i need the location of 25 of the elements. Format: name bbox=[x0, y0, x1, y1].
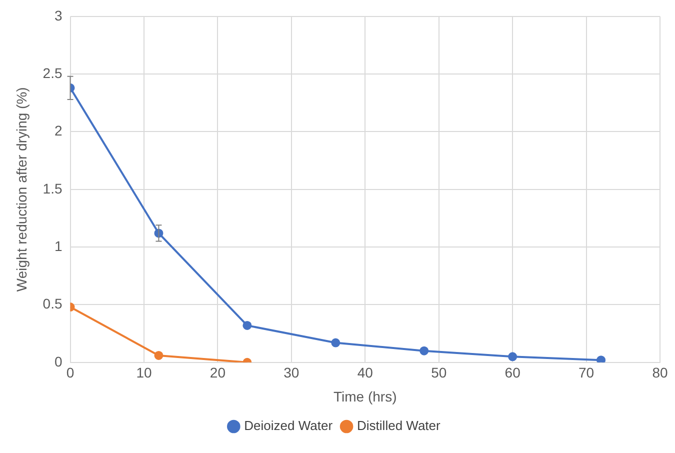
y-tick-label: 2 bbox=[54, 122, 62, 139]
x-tick-label: 50 bbox=[431, 364, 447, 381]
x-axis-title: Time (hrs) bbox=[334, 388, 397, 404]
legend-label: Deioized Water bbox=[244, 418, 334, 434]
y-tick-label: 3 bbox=[54, 7, 62, 24]
y-tick-label: 0.5 bbox=[42, 296, 62, 312]
y-tick-label: 0 bbox=[54, 353, 62, 370]
x-tick-label: 70 bbox=[578, 364, 594, 381]
x-tick-label: 0 bbox=[66, 364, 74, 381]
x-tick-label: 60 bbox=[504, 364, 521, 381]
legend-label: Distilled Water bbox=[357, 418, 442, 434]
y-tick-label: 2.5 bbox=[42, 64, 62, 81]
point bbox=[420, 346, 429, 356]
y-tick-label: 1 bbox=[54, 238, 62, 254]
point bbox=[508, 352, 518, 362]
point bbox=[242, 320, 252, 330]
point bbox=[331, 338, 340, 348]
x-tick-label: 30 bbox=[284, 364, 300, 381]
x-tick-label: 80 bbox=[652, 364, 668, 381]
y-axis-title: Weight reduction after drying (%) bbox=[13, 87, 30, 292]
x-tick-label: 10 bbox=[136, 364, 152, 381]
y-tick-label: 1.5 bbox=[42, 180, 62, 196]
x-tick-label: 20 bbox=[210, 364, 226, 381]
x-tick-label: 40 bbox=[357, 364, 374, 381]
point bbox=[596, 356, 606, 362]
